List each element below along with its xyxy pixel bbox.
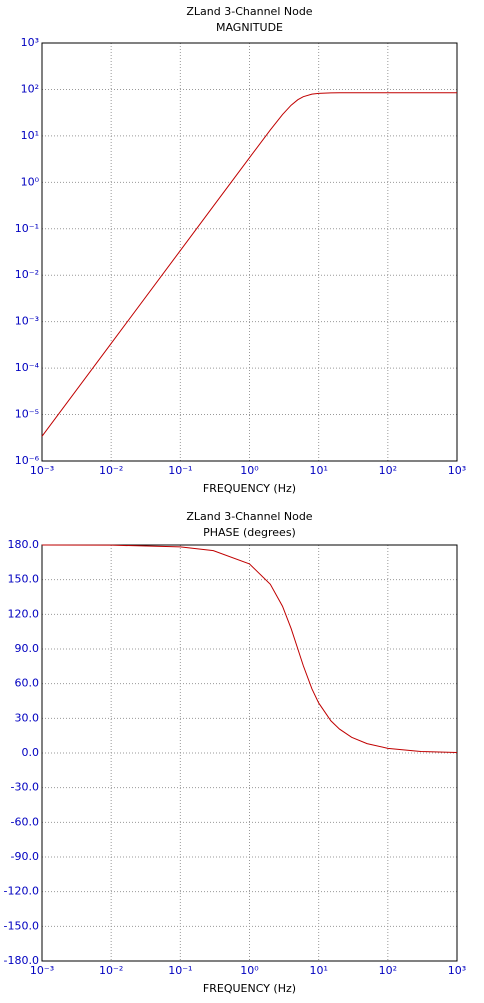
x-tick-label: 10¹ [309,464,327,477]
y-tick-label: 10⁻² [15,268,39,281]
y-tick-label: 10⁻¹ [15,222,39,235]
x-tick-label: 10⁰ [240,964,259,977]
data-line [41,92,457,437]
y-tick-label: 10⁻⁶ [15,454,40,467]
y-tick-label: 10⁻⁴ [15,361,40,374]
x-tick-label: 10⁻¹ [168,464,192,477]
x-tick-label: 10⁻³ [30,964,54,977]
chart-subtitle: PHASE (degrees) [203,526,296,539]
x-tick-label: 10³ [448,964,466,977]
data-line [41,544,458,754]
y-tick-label: 10⁰ [21,175,40,188]
y-tick-label: 10⁻⁵ [15,408,39,421]
x-tick-label: 10¹ [309,964,327,977]
y-tick-label: -90.0 [11,850,39,863]
x-axis-label: FREQUENCY (Hz) [203,482,296,495]
y-tick-label: 60.0 [15,677,40,690]
y-tick-label: -120.0 [4,885,39,898]
y-tick-label: 10² [21,82,39,95]
y-tick-label: 180.0 [8,538,40,551]
y-tick-label: -60.0 [11,815,39,828]
y-tick-label: 150.0 [8,573,40,586]
x-tick-label: 10² [379,464,397,477]
x-tick-label: 10⁰ [240,464,259,477]
y-tick-label: -30.0 [11,781,39,794]
chart-title: ZLand 3-Channel Node [186,510,312,523]
x-tick-label: 10⁻² [99,464,123,477]
y-tick-label: 120.0 [8,607,40,620]
y-tick-label: 10³ [21,36,39,49]
y-tick-label: -150.0 [4,919,39,932]
y-tick-label: 10¹ [21,129,39,142]
y-tick-label: 10⁻³ [15,315,39,328]
plot-frame [41,42,458,462]
y-tick-label: 0.0 [22,746,40,759]
y-tick-label: -180.0 [4,954,39,967]
x-tick-label: 10³ [448,464,466,477]
y-tick-label: 30.0 [15,711,40,724]
y-tick-label: 90.0 [15,642,40,655]
x-tick-label: 10⁻² [99,964,123,977]
x-tick-label: 10⁻³ [30,464,54,477]
plot-frame [41,544,458,962]
x-tick-label: 10⁻¹ [168,964,192,977]
x-tick-label: 10² [379,964,397,977]
x-axis-label: FREQUENCY (Hz) [203,982,296,995]
chart-title: ZLand 3-Channel Node [186,5,312,18]
chart-subtitle: MAGNITUDE [216,21,283,34]
